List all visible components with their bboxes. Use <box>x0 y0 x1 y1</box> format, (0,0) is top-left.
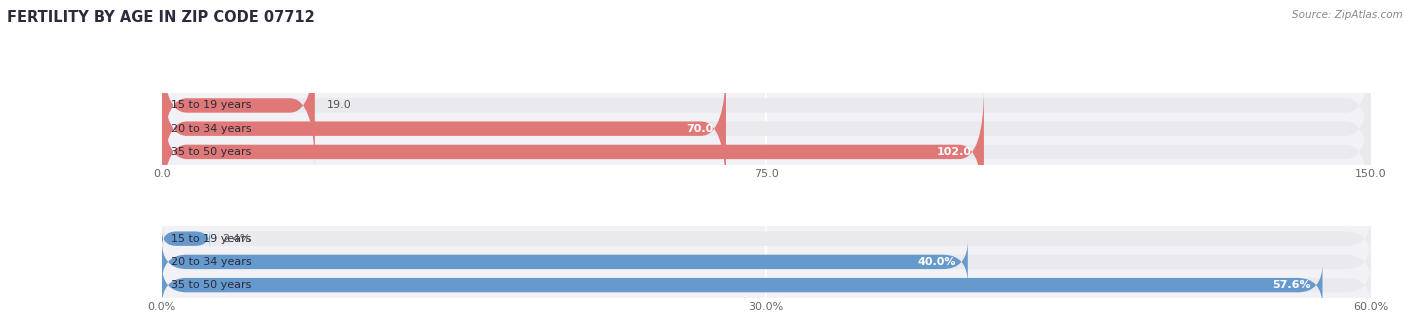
Text: 35 to 50 years: 35 to 50 years <box>172 280 252 290</box>
FancyBboxPatch shape <box>162 64 725 194</box>
Text: 15 to 19 years: 15 to 19 years <box>172 100 252 111</box>
FancyBboxPatch shape <box>162 64 1371 194</box>
FancyBboxPatch shape <box>162 229 209 248</box>
FancyBboxPatch shape <box>162 87 1371 217</box>
Text: FERTILITY BY AGE IN ZIP CODE 07712: FERTILITY BY AGE IN ZIP CODE 07712 <box>7 10 315 25</box>
Text: 20 to 34 years: 20 to 34 years <box>172 124 252 134</box>
Text: 70.0: 70.0 <box>686 124 714 134</box>
FancyBboxPatch shape <box>162 240 1371 283</box>
Text: 40.0%: 40.0% <box>917 257 956 267</box>
Text: 2.4%: 2.4% <box>222 234 250 244</box>
Text: 35 to 50 years: 35 to 50 years <box>172 147 252 157</box>
FancyBboxPatch shape <box>162 263 1323 307</box>
FancyBboxPatch shape <box>162 41 1371 170</box>
Text: 15 to 19 years: 15 to 19 years <box>172 234 252 244</box>
Text: 57.6%: 57.6% <box>1272 280 1310 290</box>
FancyBboxPatch shape <box>162 87 984 217</box>
Text: 20 to 34 years: 20 to 34 years <box>172 257 252 267</box>
FancyBboxPatch shape <box>162 240 967 283</box>
Text: 19.0: 19.0 <box>328 100 352 111</box>
FancyBboxPatch shape <box>162 41 315 170</box>
Text: 102.0: 102.0 <box>936 147 972 157</box>
Text: Source: ZipAtlas.com: Source: ZipAtlas.com <box>1292 10 1403 20</box>
FancyBboxPatch shape <box>162 263 1371 307</box>
FancyBboxPatch shape <box>162 217 1371 260</box>
